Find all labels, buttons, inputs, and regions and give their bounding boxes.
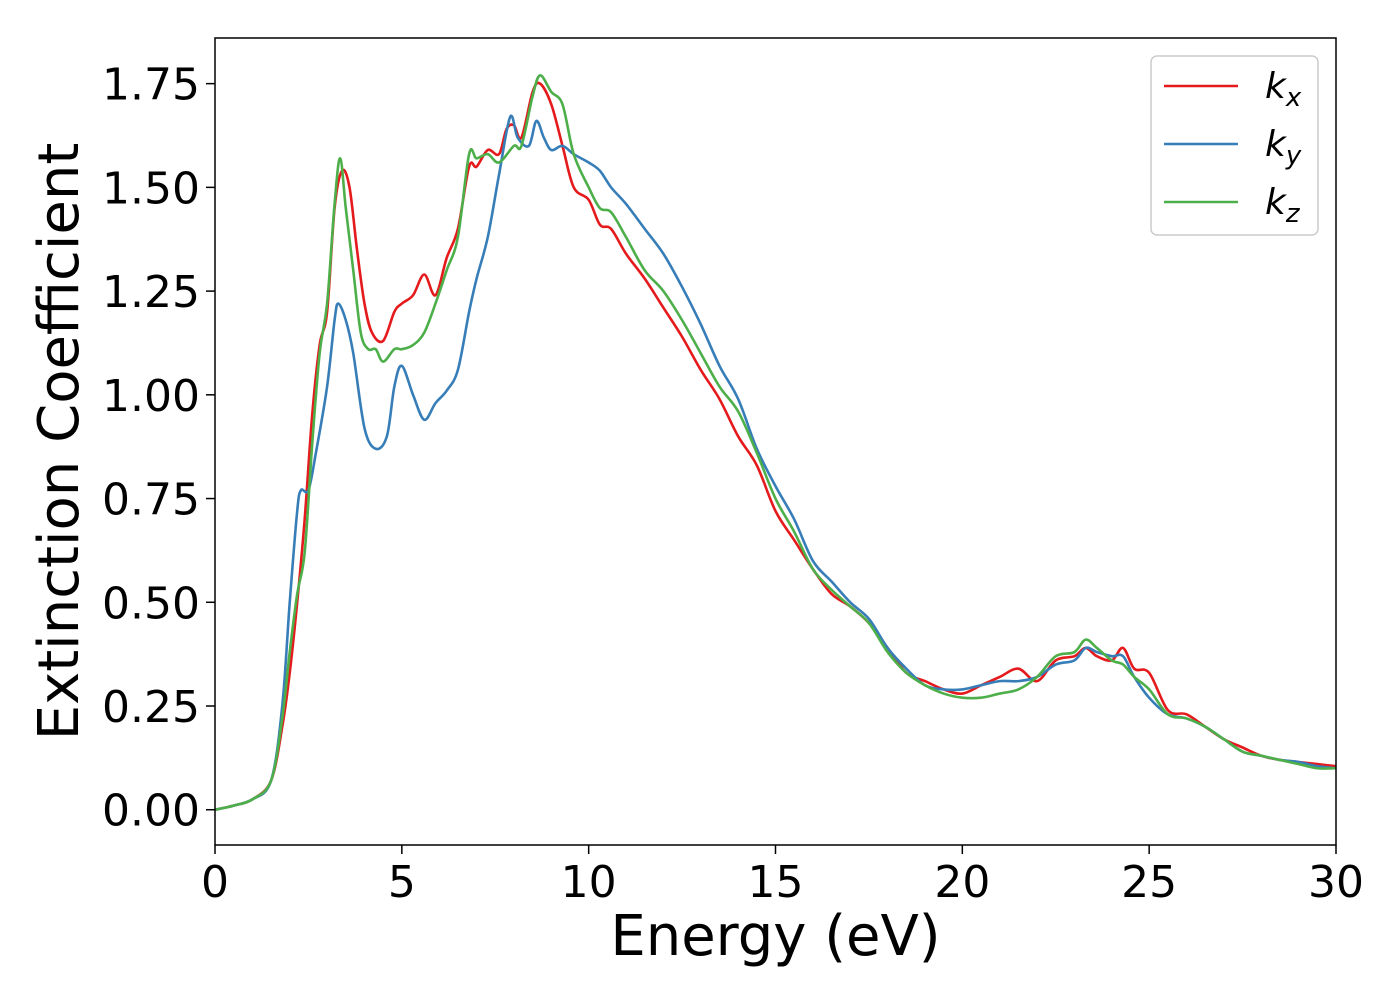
x-tick-label: 25	[1121, 857, 1177, 908]
y-axis-label: Extinction Coefficient	[27, 143, 92, 741]
x-axis: 0 5 10 15 20 25 30	[201, 845, 1364, 908]
legend-label-kx: kx	[1265, 66, 1302, 113]
y-tick-label: 0.00	[102, 786, 200, 837]
legend-label-subscript: z	[1285, 199, 1301, 229]
legend-label-ky: ky	[1265, 124, 1302, 171]
legend-label-subscript: x	[1285, 83, 1302, 113]
legend-label-main: k	[1265, 124, 1288, 165]
legend-label-main: k	[1265, 66, 1288, 107]
legend-label-kz: kz	[1265, 182, 1301, 229]
series-line-kx	[215, 81, 1336, 811]
x-tick-label: 5	[388, 857, 416, 908]
x-tick-label: 0	[201, 857, 229, 908]
legend-label-subscript: y	[1285, 141, 1302, 171]
x-tick-label: 15	[748, 857, 804, 908]
y-tick-label: 0.50	[102, 578, 200, 629]
y-tick-label: 1.75	[102, 60, 200, 111]
y-tick-label: 0.75	[102, 475, 200, 526]
series-layer	[215, 74, 1336, 811]
series-line-kz	[215, 74, 1336, 811]
x-axis-label: Energy (eV)	[610, 904, 940, 969]
x-tick-label: 30	[1308, 857, 1364, 908]
x-tick-label: 20	[934, 857, 990, 908]
y-tick-label: 1.00	[102, 371, 200, 422]
y-tick-label: 0.25	[102, 682, 200, 733]
y-tick-label: 1.25	[102, 267, 200, 318]
y-axis: 0.00 0.25 0.50 0.75 1.00 1.25 1.50 1.75	[102, 60, 215, 837]
x-tick-label: 10	[561, 857, 617, 908]
y-tick-label: 1.50	[102, 163, 200, 214]
legend-label-main: k	[1265, 182, 1288, 223]
legend-box	[1150, 55, 1319, 236]
